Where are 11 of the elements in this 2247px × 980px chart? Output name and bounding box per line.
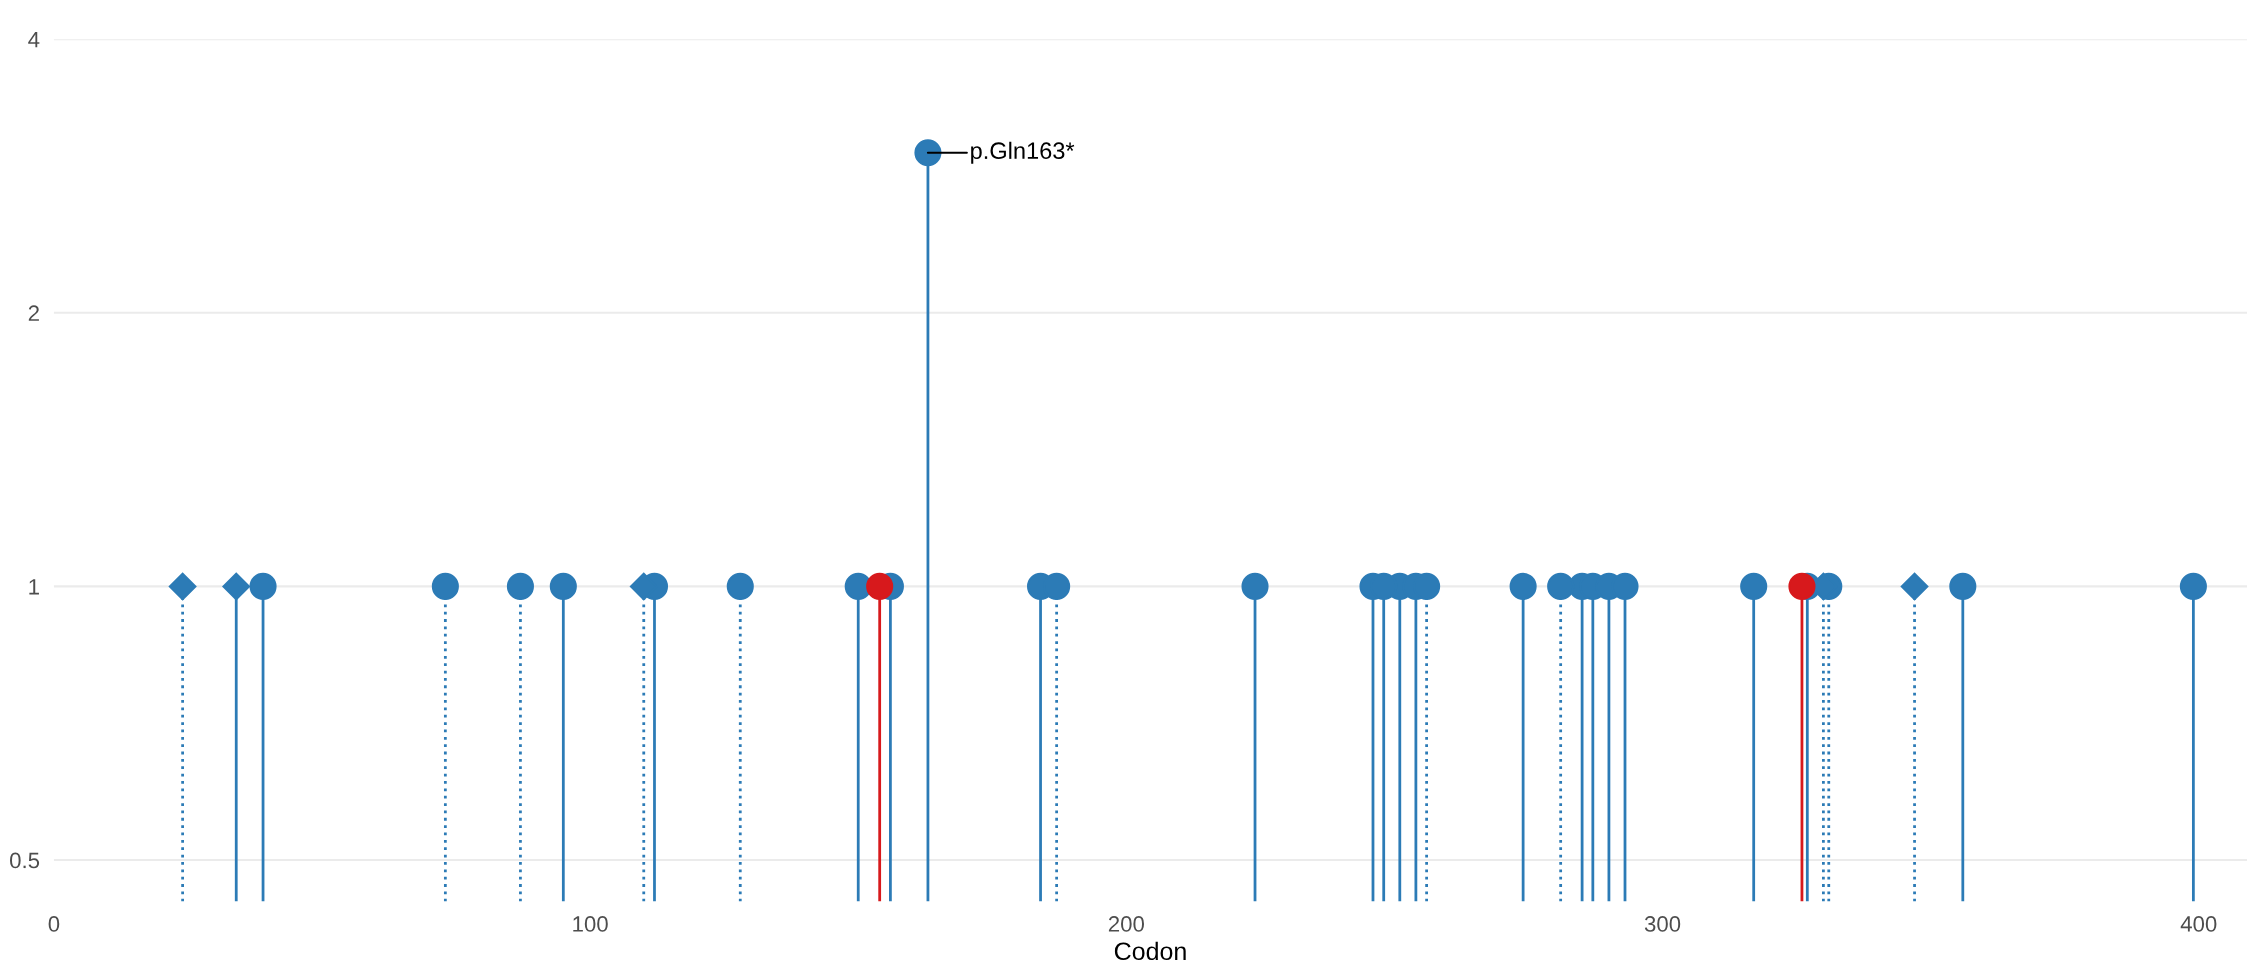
annotation: p.Gln163* [971,141,1075,164]
x-tick-label: 400 [2180,916,2217,932]
x-axis-title: Codon [1114,941,1186,961]
y-tick-label: 0.5 [10,852,40,869]
x-tick-label: 100 [573,916,608,932]
x-tick-label: 200 [1108,916,1145,932]
y-tick-label: 4 [28,31,40,48]
x-tick-label: 0 [48,916,60,932]
y-tick-label: 2 [28,305,39,321]
y-tick-label: 1 [29,579,39,595]
x-tick-label: 300 [1644,916,1681,932]
